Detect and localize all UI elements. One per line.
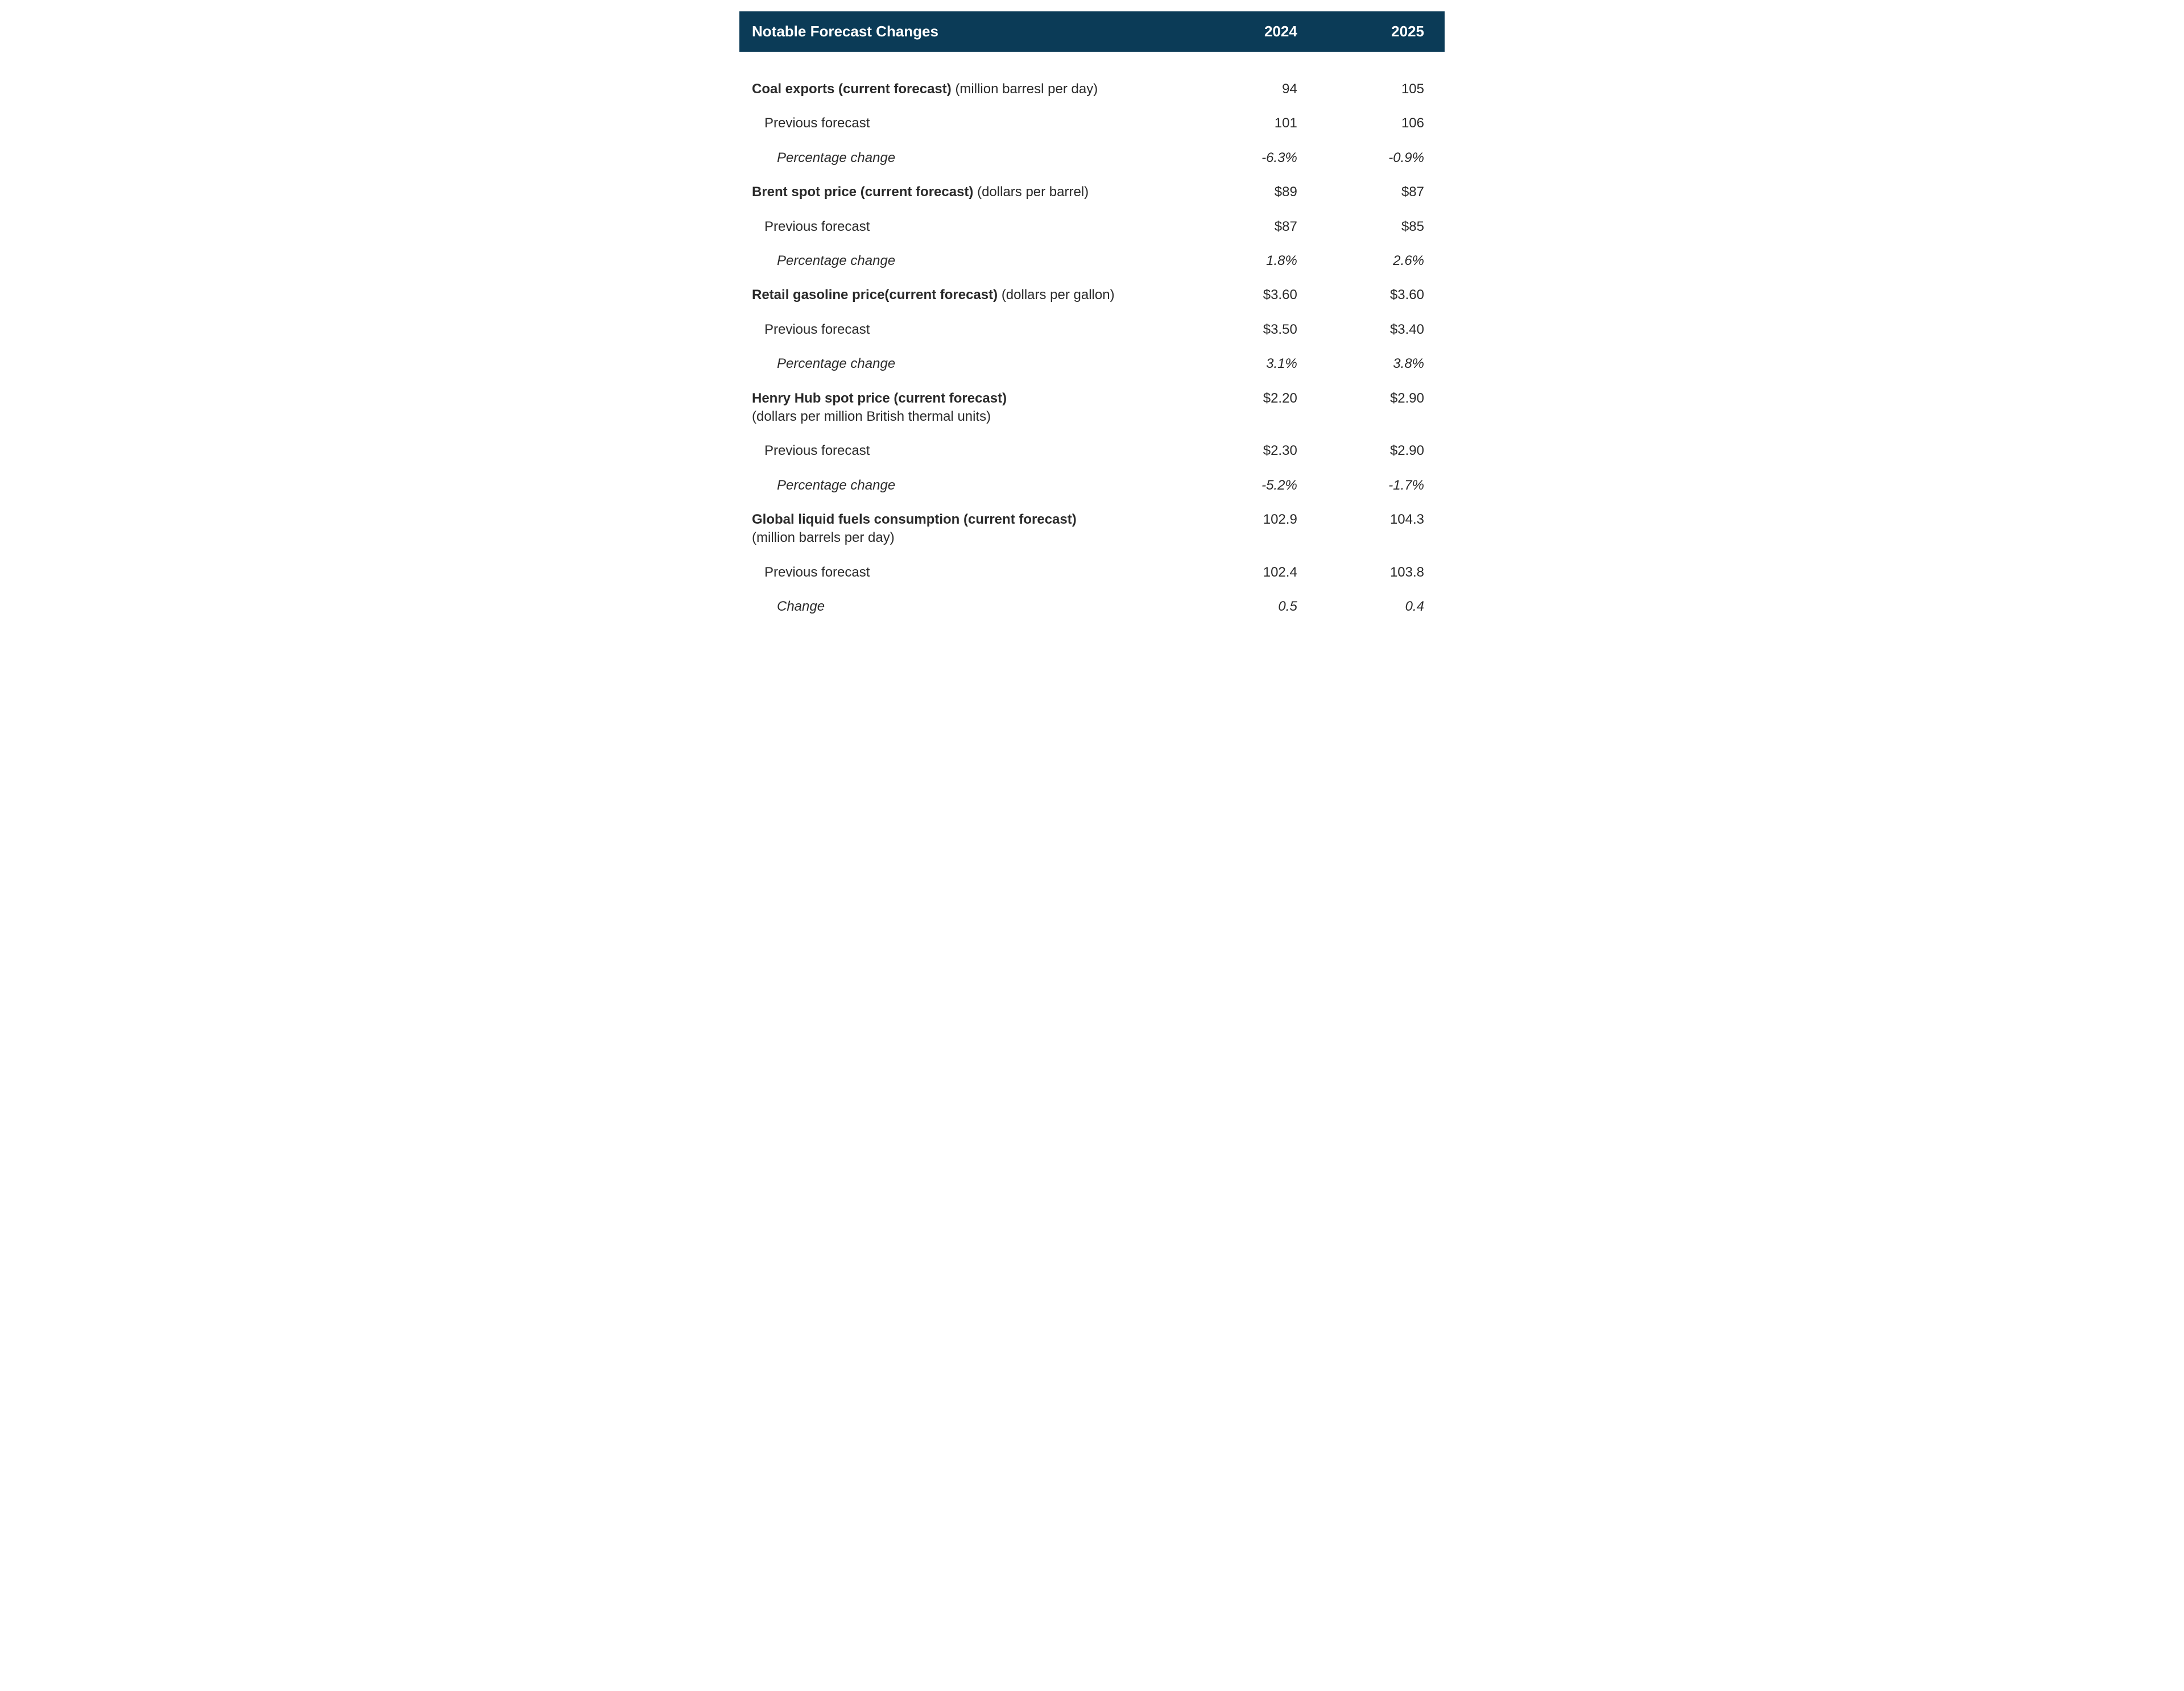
value-y2: 104.3 [1318, 503, 1445, 556]
value-y1: 102.9 [1191, 503, 1318, 556]
value-y2: -1.7% [1318, 469, 1445, 503]
value-y2: 103.8 [1318, 556, 1445, 590]
metric-unit: (dollars per barrel) [977, 184, 1089, 200]
table-row: Change0.50.4 [739, 590, 1445, 624]
value-y2: 2.6% [1318, 244, 1445, 278]
table-body: Coal exports (current forecast) (million… [739, 52, 1445, 624]
previous-label: Previous forecast [739, 434, 1191, 468]
metric-name: Brent spot price (current forecast) [752, 184, 973, 200]
change-label: Percentage change [739, 244, 1191, 278]
table-row: Coal exports (current forecast) (million… [739, 72, 1445, 106]
value-y2: $2.90 [1318, 434, 1445, 468]
value-y2: $87 [1318, 175, 1445, 209]
header-title: Notable Forecast Changes [739, 11, 1191, 52]
value-y1: 3.1% [1191, 347, 1318, 381]
value-y1: 1.8% [1191, 244, 1318, 278]
value-y2: 3.8% [1318, 347, 1445, 381]
value-y1: $87 [1191, 210, 1318, 244]
value-y1: $2.30 [1191, 434, 1318, 468]
table-row: Retail gasoline price(current forecast) … [739, 278, 1445, 312]
table-row: Percentage change1.8%2.6% [739, 244, 1445, 278]
table-row: Henry Hub spot price (current forecast) (… [739, 382, 1445, 434]
metric-label: Global liquid fuels consumption (current… [739, 503, 1191, 556]
metric-unit: (dollars per gallon) [1002, 287, 1115, 302]
table-row: Percentage change-5.2%-1.7% [739, 469, 1445, 503]
metric-name: Retail gasoline price(current forecast) [752, 287, 998, 302]
table-header-row: Notable Forecast Changes 2024 2025 [739, 11, 1445, 52]
value-y1: $89 [1191, 175, 1318, 209]
metric-label: Coal exports (current forecast) (million… [739, 72, 1191, 106]
metric-label: Brent spot price (current forecast) (dol… [739, 175, 1191, 209]
table-row: Percentage change-6.3%-0.9% [739, 141, 1445, 175]
table-row: Previous forecast$3.50$3.40 [739, 313, 1445, 347]
previous-label: Previous forecast [739, 313, 1191, 347]
value-y1: 101 [1191, 106, 1318, 140]
metric-name: Global liquid fuels consumption (current… [752, 512, 1077, 527]
change-label: Percentage change [739, 469, 1191, 503]
table-row: Brent spot price (current forecast) (dol… [739, 175, 1445, 209]
value-y1: 0.5 [1191, 590, 1318, 624]
value-y2: $3.40 [1318, 313, 1445, 347]
metric-name: Henry Hub spot price (current forecast) [752, 391, 1007, 406]
value-y1: 102.4 [1191, 556, 1318, 590]
header-year-2: 2025 [1318, 11, 1445, 52]
value-y2: -0.9% [1318, 141, 1445, 175]
previous-label: Previous forecast [739, 210, 1191, 244]
table-row: Previous forecast101106 [739, 106, 1445, 140]
value-y2: $3.60 [1318, 278, 1445, 312]
value-y2: $2.90 [1318, 382, 1445, 434]
change-label: Change [739, 590, 1191, 624]
table-row: Percentage change3.1%3.8% [739, 347, 1445, 381]
value-y2: 106 [1318, 106, 1445, 140]
value-y2: 105 [1318, 72, 1445, 106]
value-y2: 0.4 [1318, 590, 1445, 624]
previous-label: Previous forecast [739, 556, 1191, 590]
metric-unit: (million barresl per day) [955, 81, 1098, 97]
metric-label: Henry Hub spot price (current forecast) (… [739, 382, 1191, 434]
table-row: Previous forecast102.4103.8 [739, 556, 1445, 590]
table-row: Previous forecast$2.30$2.90 [739, 434, 1445, 468]
change-label: Percentage change [739, 141, 1191, 175]
value-y2: $85 [1318, 210, 1445, 244]
table-row: Global liquid fuels consumption (current… [739, 503, 1445, 556]
forecast-table-page: Notable Forecast Changes 2024 2025 Coal … [739, 0, 1445, 647]
forecast-table: Notable Forecast Changes 2024 2025 Coal … [739, 11, 1445, 624]
previous-label: Previous forecast [739, 106, 1191, 140]
value-y1: -6.3% [1191, 141, 1318, 175]
table-row: Previous forecast$87$85 [739, 210, 1445, 244]
value-y1: $3.60 [1191, 278, 1318, 312]
header-year-1: 2024 [1191, 11, 1318, 52]
change-label: Percentage change [739, 347, 1191, 381]
value-y1: $3.50 [1191, 313, 1318, 347]
value-y1: -5.2% [1191, 469, 1318, 503]
value-y1: 94 [1191, 72, 1318, 106]
metric-name: Coal exports (current forecast) [752, 81, 952, 97]
metric-unit: (million barrels per day) [752, 530, 895, 545]
metric-label: Retail gasoline price(current forecast) … [739, 278, 1191, 312]
value-y1: $2.20 [1191, 382, 1318, 434]
metric-unit: (dollars per million British thermal uni… [752, 409, 991, 424]
